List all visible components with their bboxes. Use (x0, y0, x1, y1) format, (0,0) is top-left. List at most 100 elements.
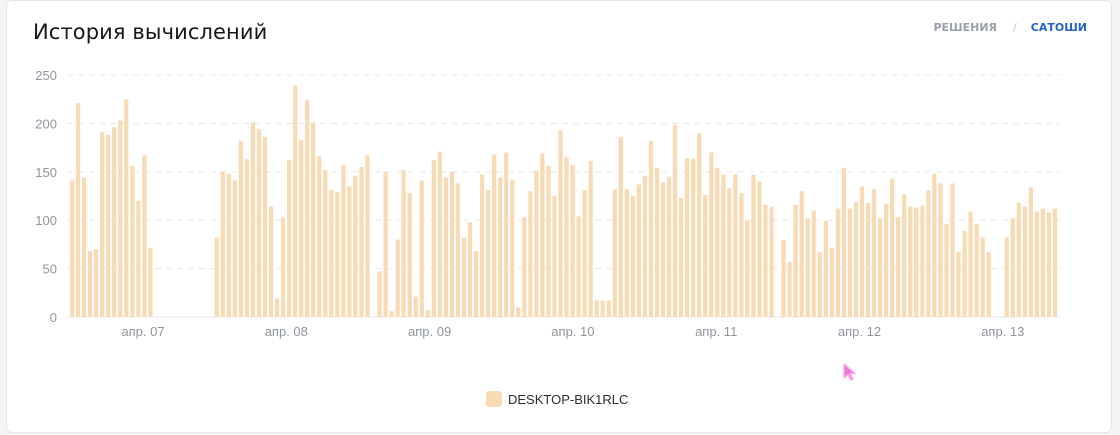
bar[interactable] (968, 211, 973, 317)
bar[interactable] (293, 85, 298, 318)
bar[interactable] (884, 203, 889, 317)
bar[interactable] (88, 251, 93, 317)
bar[interactable] (323, 169, 328, 317)
bar[interactable] (606, 300, 611, 317)
bar[interactable] (1046, 212, 1052, 317)
bar[interactable] (986, 252, 991, 317)
bar[interactable] (781, 239, 786, 317)
bar[interactable] (974, 224, 979, 317)
bar[interactable] (81, 177, 87, 317)
bar[interactable] (244, 159, 250, 317)
bar[interactable] (130, 165, 135, 317)
bar[interactable] (1010, 218, 1015, 317)
bar[interactable] (956, 252, 961, 317)
bar[interactable] (498, 177, 503, 317)
bar[interactable] (347, 186, 352, 317)
bar[interactable] (715, 167, 720, 317)
bar[interactable] (660, 182, 666, 317)
bar[interactable] (582, 190, 587, 317)
bar[interactable] (847, 208, 853, 317)
bar[interactable] (528, 191, 533, 317)
bar[interactable] (926, 190, 931, 317)
bar[interactable] (124, 99, 129, 317)
bar[interactable] (449, 171, 455, 317)
bar[interactable] (443, 177, 449, 317)
bar[interactable] (377, 271, 382, 318)
bar[interactable] (654, 167, 660, 317)
bar[interactable] (594, 300, 599, 317)
bar[interactable] (811, 210, 816, 317)
bar[interactable] (763, 204, 768, 317)
bar[interactable] (479, 174, 485, 317)
bar[interactable] (685, 158, 690, 317)
bar[interactable] (383, 171, 388, 317)
bar[interactable] (691, 158, 696, 317)
bar[interactable] (220, 171, 225, 317)
bar[interactable] (492, 154, 497, 317)
legend-item[interactable]: DESKTOP-BIK1RLC (486, 391, 628, 407)
bar[interactable] (932, 173, 937, 317)
bar[interactable] (902, 194, 907, 317)
bar[interactable] (311, 122, 316, 318)
bar[interactable] (232, 180, 237, 317)
bar[interactable] (250, 122, 256, 318)
bar[interactable] (612, 189, 617, 317)
bar[interactable] (896, 217, 901, 317)
bar[interactable] (419, 180, 424, 317)
bar[interactable] (600, 300, 605, 317)
bar[interactable] (510, 179, 515, 317)
bar[interactable] (280, 217, 286, 317)
bar[interactable] (865, 202, 871, 317)
bar[interactable] (473, 251, 479, 317)
bar[interactable] (106, 135, 111, 317)
bar[interactable] (666, 176, 672, 317)
bar[interactable] (467, 222, 473, 317)
bar[interactable] (938, 183, 943, 317)
bar[interactable] (642, 175, 648, 317)
bar[interactable] (745, 220, 750, 317)
bar[interactable] (401, 169, 406, 317)
bar[interactable] (522, 217, 527, 317)
bar[interactable] (648, 140, 654, 317)
bar[interactable] (859, 186, 865, 317)
bar[interactable] (1022, 206, 1027, 317)
bar[interactable] (395, 239, 400, 317)
bar[interactable] (359, 166, 364, 317)
bar[interactable] (112, 127, 117, 318)
bar[interactable] (636, 184, 641, 317)
bar[interactable] (841, 167, 847, 317)
bar[interactable] (226, 173, 231, 317)
bar[interactable] (920, 205, 925, 317)
bar[interactable] (914, 207, 919, 317)
bar[interactable] (624, 189, 629, 317)
bar[interactable] (552, 196, 557, 317)
bar[interactable] (353, 175, 358, 317)
bar[interactable] (262, 136, 268, 317)
bar[interactable] (558, 130, 563, 317)
bar[interactable] (739, 193, 744, 317)
bar[interactable] (329, 190, 334, 317)
bar[interactable] (697, 133, 702, 317)
bar[interactable] (214, 237, 219, 317)
bar[interactable] (287, 160, 292, 317)
bar[interactable] (455, 183, 461, 317)
bar[interactable] (727, 188, 732, 317)
bar[interactable] (672, 125, 678, 317)
bar[interactable] (950, 183, 955, 317)
bar[interactable] (817, 252, 822, 317)
bar[interactable] (1040, 208, 1046, 317)
bar[interactable] (709, 152, 714, 317)
bar[interactable] (504, 152, 509, 317)
bar[interactable] (389, 311, 394, 317)
bar[interactable] (799, 191, 804, 317)
bar[interactable] (431, 160, 436, 317)
bar[interactable] (546, 165, 551, 317)
bar[interactable] (823, 221, 828, 317)
bar[interactable] (335, 192, 340, 317)
bar[interactable] (100, 132, 105, 317)
bar[interactable] (461, 237, 467, 317)
bar[interactable] (75, 103, 81, 317)
bar[interactable] (148, 248, 153, 317)
bar[interactable] (1016, 202, 1021, 317)
bar[interactable] (962, 230, 967, 317)
